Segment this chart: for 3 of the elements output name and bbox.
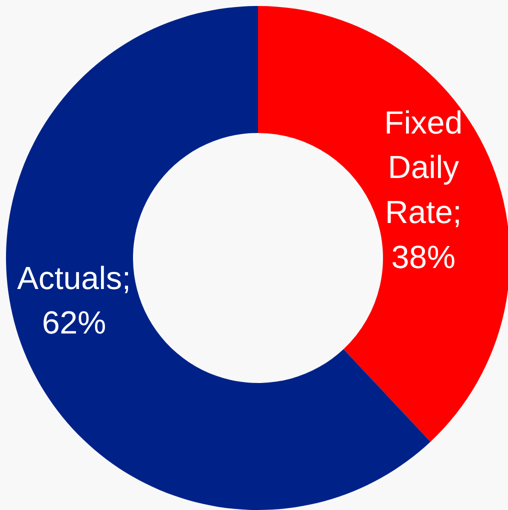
donut-slice: [258, 6, 508, 442]
slice-label: Fixed Daily Rate; 38%: [384, 104, 463, 275]
slice-label: Actuals; 62%: [17, 260, 131, 341]
